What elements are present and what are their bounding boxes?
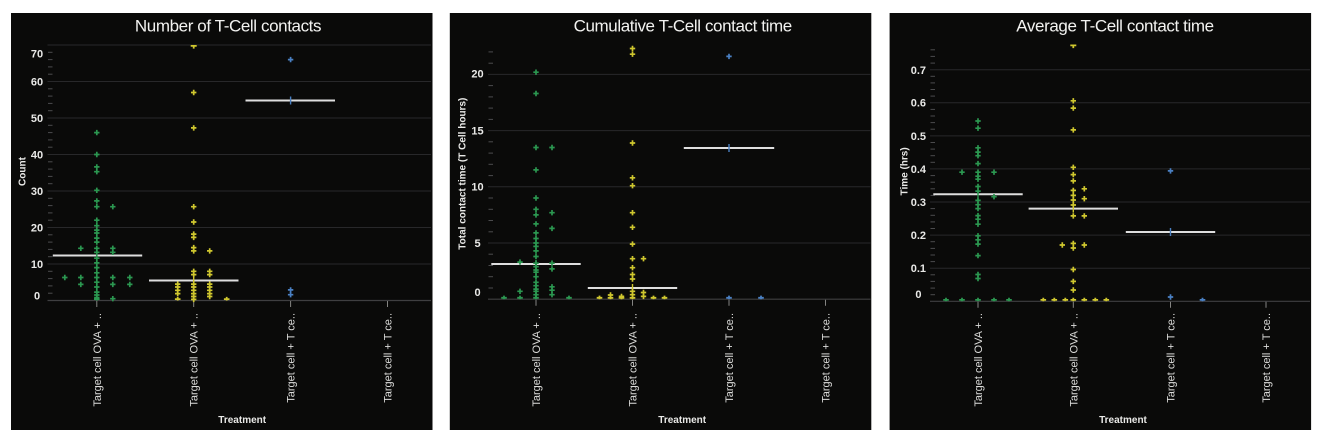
svg-text:0.1: 0.1 bbox=[911, 263, 926, 275]
svg-text:50: 50 bbox=[31, 113, 43, 125]
svg-text:Target cell OVA + ..: Target cell OVA + .. bbox=[1068, 313, 1080, 407]
svg-text:10: 10 bbox=[471, 182, 483, 194]
svg-text:Time (hrs): Time (hrs) bbox=[900, 147, 911, 195]
svg-text:20: 20 bbox=[31, 222, 43, 234]
svg-text:0.4: 0.4 bbox=[911, 164, 927, 176]
svg-text:10: 10 bbox=[31, 259, 43, 271]
svg-text:Target cell OVA + ..: Target cell OVA + .. bbox=[628, 313, 640, 407]
svg-text:Target cell OVA + ..: Target cell OVA + .. bbox=[531, 313, 543, 407]
svg-text:Cumulative T-Cell contact time: Cumulative T-Cell contact time bbox=[574, 17, 792, 36]
svg-text:Target cell OVA + ..: Target cell OVA + .. bbox=[92, 313, 104, 407]
svg-text:Target cell + T ce..: Target cell + T ce.. bbox=[1166, 313, 1178, 403]
svg-text:0: 0 bbox=[34, 290, 40, 302]
svg-text:0.2: 0.2 bbox=[911, 230, 926, 242]
svg-text:30: 30 bbox=[31, 186, 43, 198]
svg-text:Target cell + T ce..: Target cell + T ce.. bbox=[821, 313, 833, 403]
svg-text:Target cell OVA + ..: Target cell OVA + .. bbox=[189, 313, 201, 407]
svg-text:20: 20 bbox=[471, 68, 483, 80]
svg-text:Total contact time (T Cell hou: Total contact time (T Cell hours) bbox=[458, 98, 469, 250]
svg-text:Target cell + T ce..: Target cell + T ce.. bbox=[724, 313, 736, 403]
svg-text:Target cell + T ce..: Target cell + T ce.. bbox=[383, 313, 395, 403]
svg-text:60: 60 bbox=[31, 76, 43, 88]
svg-text:0.7: 0.7 bbox=[911, 65, 926, 77]
svg-text:0.3: 0.3 bbox=[911, 197, 926, 209]
svg-text:Average T-Cell contact time: Average T-Cell contact time bbox=[1016, 17, 1213, 36]
svg-text:Treatment: Treatment bbox=[218, 415, 266, 426]
svg-text:0.5: 0.5 bbox=[911, 131, 926, 143]
svg-text:Count: Count bbox=[18, 156, 29, 186]
svg-text:0: 0 bbox=[915, 289, 921, 301]
svg-text:0: 0 bbox=[474, 287, 480, 299]
svg-text:15: 15 bbox=[471, 126, 483, 138]
svg-text:Target cell OVA + ..: Target cell OVA + .. bbox=[973, 313, 985, 407]
svg-text:Target cell + T ce..: Target cell + T ce.. bbox=[1261, 313, 1273, 403]
svg-text:Treatment: Treatment bbox=[658, 415, 706, 426]
svg-text:5: 5 bbox=[474, 238, 480, 250]
svg-text:Number of T-Cell contacts: Number of T-Cell contacts bbox=[135, 17, 321, 36]
svg-text:70: 70 bbox=[31, 49, 43, 61]
svg-text:Target cell + T ce..: Target cell + T ce.. bbox=[286, 313, 298, 403]
svg-text:0.6: 0.6 bbox=[911, 98, 926, 110]
svg-text:40: 40 bbox=[31, 149, 43, 161]
svg-text:Treatment: Treatment bbox=[1099, 415, 1147, 426]
